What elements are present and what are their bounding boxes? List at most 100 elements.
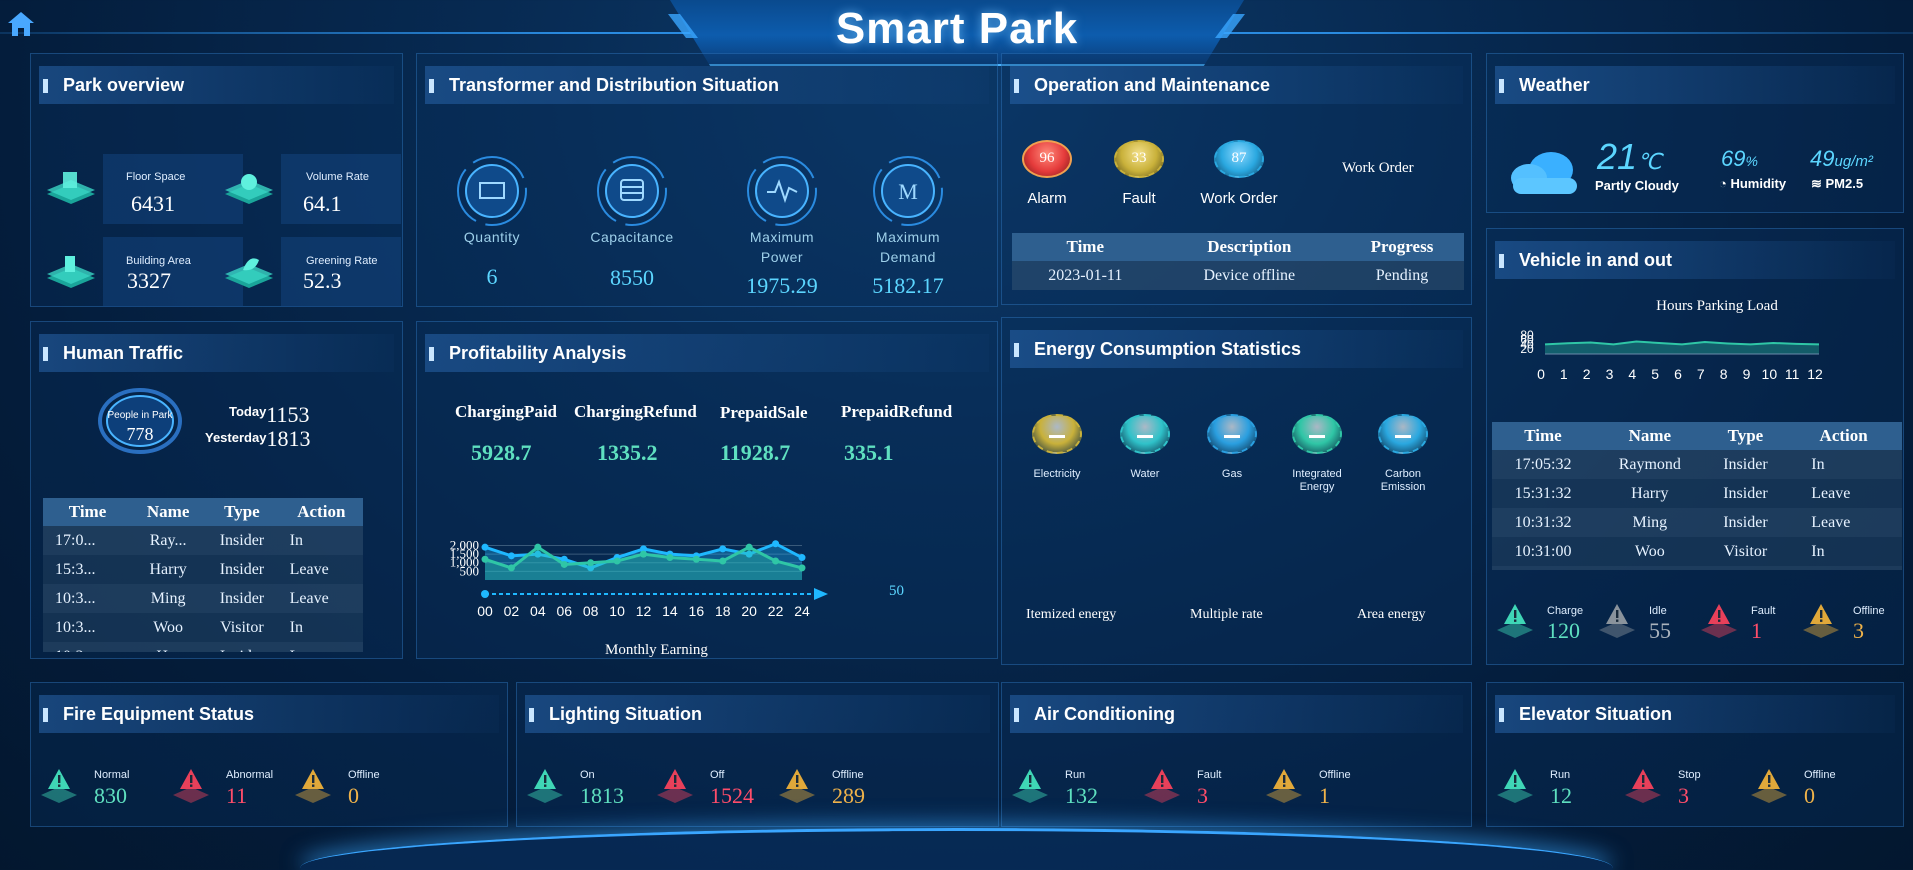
home-icon[interactable] bbox=[6, 10, 36, 38]
status-value: 0 bbox=[348, 783, 359, 808]
stat-greening-rate bbox=[281, 237, 401, 307]
energy-tab-multiple-rate[interactable]: Multiple rate bbox=[1190, 607, 1263, 622]
cell: In bbox=[1785, 450, 1902, 479]
status-label: Offline bbox=[1853, 605, 1885, 617]
capacitance-value: 8550 bbox=[610, 265, 654, 290]
table-row[interactable]: 10:31:00 Woo Visitor In bbox=[1492, 537, 1902, 566]
fault-value: 33 bbox=[1131, 150, 1147, 166]
table-row[interactable]: 15:31:32 Harry Insider Leave bbox=[1492, 479, 1902, 508]
table-row[interactable]: 10:3... Ming Insider Leave bbox=[43, 584, 363, 613]
cell: Ray... bbox=[132, 526, 205, 555]
data-point[interactable] bbox=[613, 557, 621, 565]
data-point[interactable] bbox=[745, 543, 753, 551]
haze-icon: ≋ bbox=[1811, 176, 1826, 191]
energy-gauge bbox=[1378, 414, 1428, 454]
energy-tab-area[interactable]: Area energy bbox=[1357, 607, 1426, 622]
table-row[interactable]: 10:31:32 Ming Insider Leave bbox=[1492, 508, 1902, 537]
status-label: Run bbox=[1550, 769, 1571, 781]
cell: 10:3... bbox=[43, 613, 133, 642]
data-point[interactable] bbox=[772, 557, 780, 565]
table-row[interactable]: 17:05:32 Raymond Insider In bbox=[1492, 450, 1902, 479]
col-type: Type bbox=[1705, 422, 1786, 450]
vehicle-table-wrapper[interactable]: Time Name Type Action 17:05:32 Raymond Ins… bbox=[1492, 422, 1902, 570]
table-row[interactable]: 10:3... Woo Visitor In bbox=[43, 613, 363, 642]
alarm-label: Alarm bbox=[1027, 190, 1067, 207]
status-value: 1813 bbox=[580, 783, 624, 808]
data-point[interactable] bbox=[719, 545, 727, 553]
status-label: Offline bbox=[832, 769, 864, 781]
pm-unit: ug/m² bbox=[1834, 153, 1873, 170]
table-row[interactable]: 10:25:11H...Insid...L... bbox=[1492, 566, 1902, 570]
building-area-label: Building Area bbox=[126, 255, 191, 267]
traffic-table-wrapper[interactable]: Time Name Type Action 17:0... Ray... Insid… bbox=[43, 498, 363, 652]
data-point[interactable] bbox=[666, 554, 674, 562]
x-tick-label: 9 bbox=[1743, 366, 1751, 382]
cell: H... bbox=[1594, 566, 1706, 570]
panel-header: Lighting Situation bbox=[525, 695, 990, 733]
capacitance-icon bbox=[597, 156, 667, 226]
x-tick-label: 02 bbox=[504, 603, 520, 619]
energy-gauge bbox=[1292, 414, 1342, 454]
capacitance-label: Capacitance bbox=[590, 229, 674, 245]
data-point[interactable] bbox=[560, 560, 568, 568]
cell: L... bbox=[1785, 566, 1902, 570]
area-icon bbox=[47, 256, 95, 288]
data-point[interactable] bbox=[772, 540, 780, 548]
data-point[interactable] bbox=[481, 555, 489, 563]
status-value: 55 bbox=[1649, 618, 1671, 643]
charging-refund-label: ChargingRefund bbox=[574, 402, 697, 421]
energy-label: Emission bbox=[1380, 481, 1426, 493]
table-row[interactable]: 10:3...H...Insid...L... bbox=[43, 642, 363, 652]
data-point[interactable] bbox=[560, 555, 568, 563]
data-point[interactable] bbox=[692, 555, 700, 563]
data-point[interactable] bbox=[745, 550, 753, 558]
panel-header: Park overview bbox=[39, 66, 394, 104]
status-value: 1 bbox=[1319, 783, 1330, 808]
data-point[interactable] bbox=[507, 564, 515, 572]
status-value: 1524 bbox=[710, 783, 754, 808]
data-point[interactable] bbox=[481, 543, 489, 551]
status-value: 12 bbox=[1550, 783, 1572, 808]
data-point[interactable] bbox=[534, 550, 542, 558]
energy-tab-itemized[interactable]: Itemized energy bbox=[1026, 607, 1117, 622]
data-point[interactable] bbox=[640, 550, 647, 558]
table-row[interactable]: 15:3... Harry Insider Leave bbox=[43, 555, 363, 584]
energy-label: Energy bbox=[1299, 481, 1335, 493]
x-tick-label: 18 bbox=[715, 603, 731, 619]
cell: Insider bbox=[1705, 450, 1786, 479]
col-action: Action bbox=[1785, 422, 1902, 450]
panel-header: Transformer and Distribution Situation bbox=[425, 66, 989, 104]
series-line bbox=[1544, 340, 1820, 346]
people-in-park-label: People in Park bbox=[107, 410, 173, 421]
data-point[interactable] bbox=[534, 543, 542, 551]
table-row[interactable]: 2023-01-11 Device offline Pending bbox=[1012, 261, 1464, 290]
data-point[interactable] bbox=[507, 552, 515, 560]
status-label: Offline bbox=[1804, 769, 1836, 781]
cell: Insider bbox=[1705, 479, 1786, 508]
panel-title: Human Traffic bbox=[63, 343, 184, 363]
data-point[interactable] bbox=[640, 545, 647, 553]
lighting-panel: Lighting Situation On 1813 Off 1524 Offline 2… bbox=[516, 682, 999, 827]
cell: Ming bbox=[132, 584, 205, 613]
status-value: 132 bbox=[1065, 783, 1098, 808]
cell: Visitor bbox=[1705, 537, 1786, 566]
data-point[interactable] bbox=[798, 554, 806, 562]
today-row: Today1153 bbox=[229, 402, 310, 428]
table-row[interactable]: 17:0... Ray... Insider In bbox=[43, 526, 363, 555]
max-demand-value: 5182.17 bbox=[872, 273, 944, 298]
panel-header: Vehicle in and out bbox=[1495, 241, 1895, 279]
y-tick-label: 1,000 bbox=[450, 555, 479, 570]
gauge-bar bbox=[1309, 435, 1325, 438]
data-point[interactable] bbox=[719, 557, 727, 565]
data-point[interactable] bbox=[587, 564, 595, 572]
yesterday-value: 1813 bbox=[266, 426, 311, 451]
charging-paid-value: 5928.7 bbox=[471, 440, 532, 465]
cell: Leave bbox=[1785, 479, 1902, 508]
charging-paid-label: ChargingPaid bbox=[455, 402, 558, 421]
prepaid-refund-value: 335.1 bbox=[844, 440, 894, 465]
data-point[interactable] bbox=[798, 564, 806, 572]
panel-header: Profitability Analysis bbox=[425, 334, 989, 372]
data-point[interactable] bbox=[587, 559, 595, 567]
col-time: Time bbox=[43, 498, 133, 526]
x-tick-label: 00 bbox=[477, 603, 493, 619]
